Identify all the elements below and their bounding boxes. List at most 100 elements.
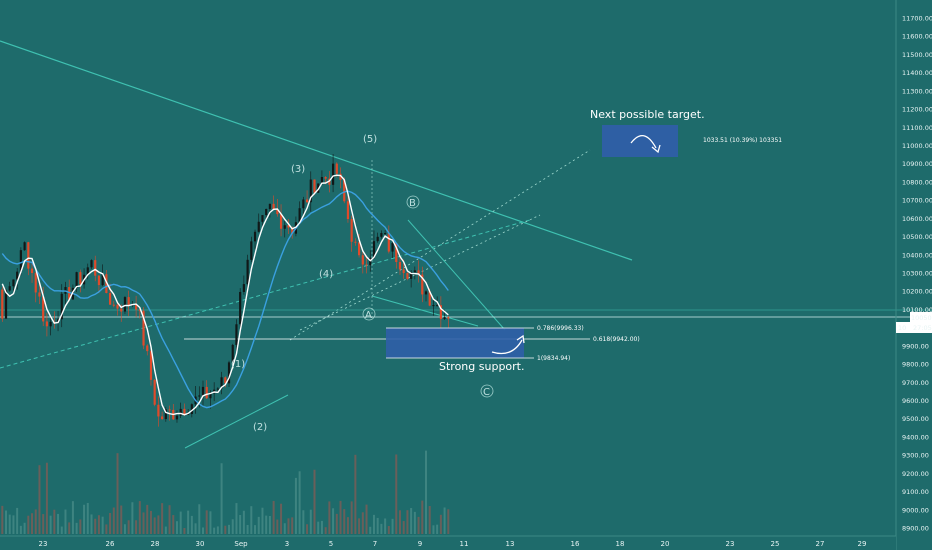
- volume-bar: [175, 521, 178, 534]
- candle-body: [320, 177, 324, 184]
- candle-body: [436, 305, 439, 307]
- y-tick-label: 9600.00: [902, 397, 929, 405]
- y-tick-label: 10900.00: [902, 160, 932, 168]
- candle-body: [417, 270, 420, 275]
- x-tick-label: 11: [460, 540, 469, 548]
- candle-body: [45, 321, 48, 327]
- volume-bar: [224, 525, 227, 534]
- volume-bar: [432, 525, 435, 534]
- measure-label: 1033.51 (10.39%) 103351: [703, 137, 782, 144]
- wave-label-2: (2): [253, 422, 267, 433]
- volume-bar: [287, 518, 290, 534]
- volume-bar: [335, 513, 338, 534]
- volume-bar: [83, 504, 86, 534]
- candle-body: [231, 344, 234, 363]
- candle-body: [253, 231, 257, 242]
- volume-bar: [142, 512, 145, 534]
- candle-body: [268, 203, 271, 209]
- candle-body: [350, 219, 353, 242]
- volume-bar: [402, 521, 405, 534]
- candle-body: [105, 274, 108, 294]
- y-tick-label: 11100.00: [902, 124, 932, 132]
- y-tick-label: 10200.00: [902, 288, 932, 296]
- target-box: [602, 125, 678, 157]
- volume-bar: [309, 509, 312, 534]
- candle-body: [135, 304, 138, 310]
- y-tick-label: 9700.00: [902, 379, 929, 387]
- rising-support-line: [0, 219, 531, 369]
- volume-bar: [161, 503, 164, 534]
- volume-bar: [190, 515, 193, 534]
- ma-fast-line: [1, 174, 449, 416]
- volume-bar: [358, 518, 361, 534]
- volume-bar: [209, 511, 212, 534]
- volume-bar: [5, 510, 8, 534]
- x-tick-label: 28: [151, 540, 160, 548]
- candle-body: [49, 321, 52, 327]
- candle-body: [343, 179, 346, 202]
- candle-body: [153, 379, 156, 405]
- volume-bar: [64, 509, 67, 534]
- candle-body: [23, 242, 26, 251]
- volume-bar: [231, 519, 234, 534]
- volume-bar: [183, 527, 186, 534]
- candle-body: [276, 209, 279, 215]
- candle-body: [384, 233, 387, 235]
- volume-bar: [332, 508, 335, 534]
- volume-bar: [131, 502, 134, 534]
- candle-body: [235, 324, 238, 345]
- volume-bar: [101, 516, 104, 534]
- abc-channel-upper: [407, 219, 506, 331]
- x-tick-label: 5: [329, 540, 333, 548]
- candle-body: [354, 241, 357, 243]
- y-tick-label: 9900.00: [902, 342, 929, 350]
- volume-bar: [53, 509, 56, 534]
- candle-body: [4, 290, 8, 319]
- volume-bar: [202, 527, 204, 534]
- volume-bar: [105, 524, 108, 534]
- candle-body: [187, 414, 190, 416]
- candle-body: [302, 199, 305, 209]
- volume-bar: [443, 507, 446, 534]
- price-tag: [910, 312, 932, 333]
- candle-body: [142, 310, 145, 346]
- candle-body: [123, 297, 127, 312]
- y-tick-label: 9300.00: [902, 452, 929, 460]
- volume-bar: [79, 519, 82, 534]
- fib-0786-label: 0.786(9996.33): [537, 325, 584, 332]
- volume-bar: [428, 505, 431, 534]
- volume-bar: [272, 500, 275, 534]
- volume-bar: [246, 525, 249, 534]
- x-tick-label: 30: [196, 540, 205, 548]
- candle-body: [227, 362, 231, 384]
- volume-bar: [354, 454, 357, 534]
- candle-body: [406, 273, 409, 279]
- hidden-price-text: 10: [898, 324, 906, 332]
- candle-body: [108, 293, 112, 305]
- candle-body: [97, 275, 101, 286]
- price-tag-value: 10050.91: [911, 314, 932, 322]
- y-tick-label: 9200.00: [902, 470, 929, 478]
- y-tick-label: 10700.00: [902, 197, 932, 205]
- volume-bar: [339, 500, 342, 534]
- volume-bar: [372, 514, 375, 534]
- volume-bar: [157, 515, 160, 534]
- fib-1-label: 1(9834.94): [537, 355, 570, 362]
- candle-body: [380, 233, 383, 237]
- volume-bar: [168, 505, 171, 534]
- candle-body: [443, 317, 446, 319]
- candle-body: [257, 221, 260, 232]
- wave-label-A: A: [365, 310, 372, 321]
- volume-bar: [447, 509, 450, 534]
- volume-bar: [8, 514, 11, 534]
- candle-body: [335, 163, 338, 174]
- candle-body: [398, 262, 402, 270]
- candle-body: [410, 272, 413, 279]
- volume-bar: [313, 469, 316, 534]
- volume-bar: [187, 510, 190, 534]
- abc-channel-lower: [371, 295, 479, 327]
- y-tick-label: 9100.00: [902, 488, 929, 496]
